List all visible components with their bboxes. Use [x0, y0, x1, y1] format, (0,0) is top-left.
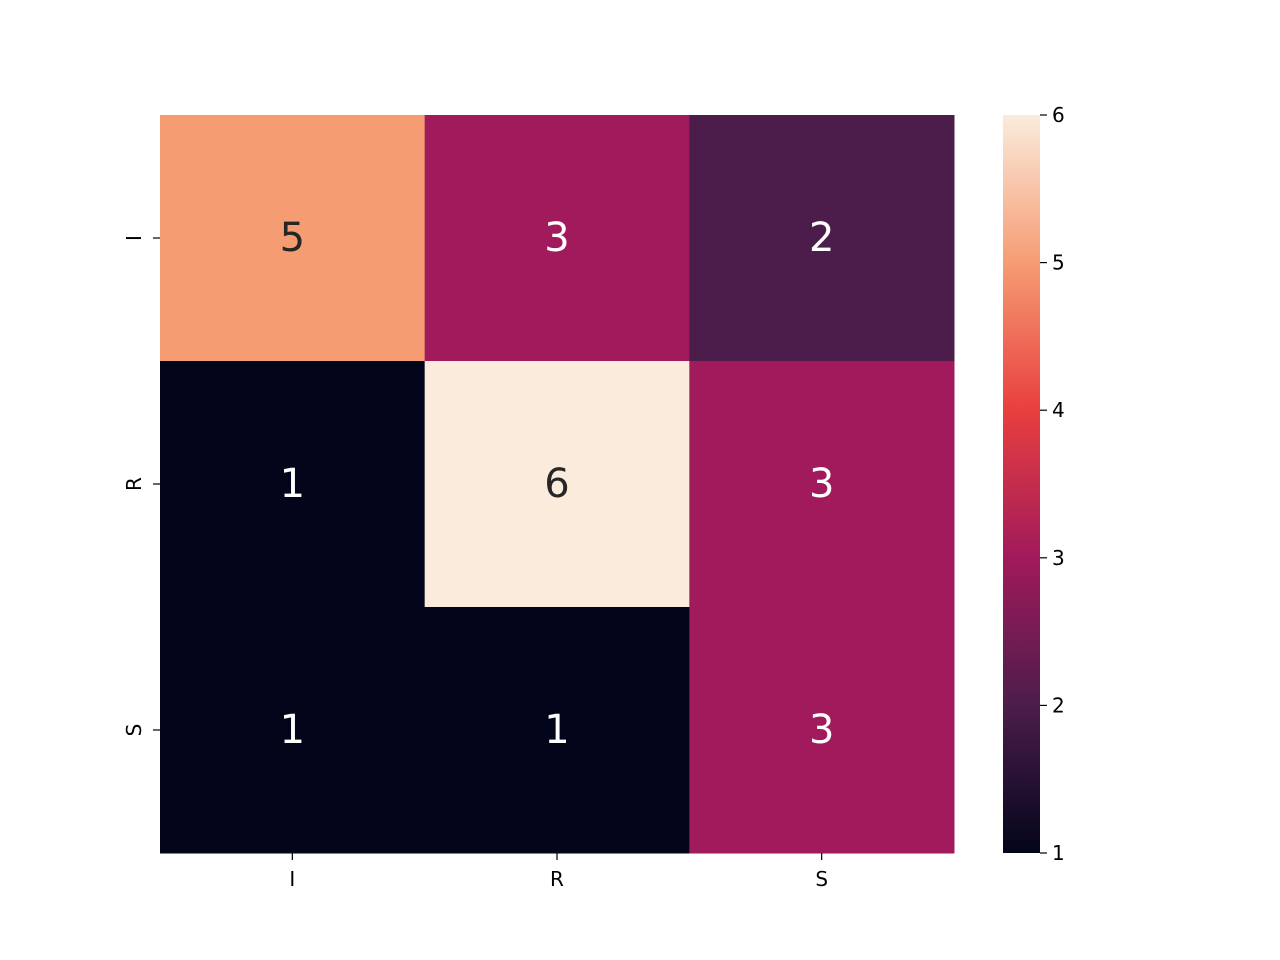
x-tick-label: S	[815, 867, 828, 891]
heatmap-cell-I-R	[424, 115, 690, 362]
cell-value-label: 1	[280, 461, 305, 507]
colorbar-axis: 1 2 3 4 5 6	[1040, 103, 1065, 865]
heatmap-cell-S-S	[689, 607, 955, 854]
cell-value-label: 1	[544, 707, 569, 753]
cell-value-label: 3	[809, 461, 834, 507]
heatmap-cell-S-I	[160, 607, 426, 854]
colorbar-tick-label: 3	[1052, 546, 1065, 570]
y-tick-label: R	[122, 477, 146, 491]
heatmap-cell-I-S	[689, 115, 955, 362]
colorbar-tick-label: 6	[1052, 103, 1065, 127]
colorbar-tick-label: 1	[1052, 841, 1065, 865]
y-tick-label: I	[122, 235, 146, 241]
heatmap-cell-R-I	[160, 361, 426, 608]
x-tick-label: I	[289, 867, 295, 891]
heatmap-cell-labels: 5 3 2 1 6 3 1 1 3	[280, 215, 835, 753]
colorbar-tick-label: 4	[1052, 398, 1065, 422]
heatmap-cell-R-R	[424, 361, 690, 608]
y-axis: I R S	[122, 235, 160, 736]
y-tick-label: S	[122, 724, 146, 737]
colorbar-tick-label: 5	[1052, 251, 1065, 275]
cell-value-label: 1	[280, 707, 305, 753]
heatmap-cell-R-S	[689, 361, 955, 608]
heatmap-cell-I-I	[160, 115, 426, 362]
cell-value-label: 3	[544, 215, 569, 261]
heatmap-cells	[160, 115, 955, 854]
colorbar	[1003, 115, 1040, 853]
cell-value-label: 6	[544, 461, 569, 507]
x-tick-label: R	[550, 867, 564, 891]
cell-value-label: 3	[809, 707, 834, 753]
cell-value-label: 5	[280, 215, 305, 261]
colorbar-gradient	[1003, 115, 1040, 853]
colorbar-tick-label: 2	[1052, 693, 1065, 717]
heatmap-cell-S-R	[424, 607, 690, 854]
cell-value-label: 2	[809, 215, 834, 261]
